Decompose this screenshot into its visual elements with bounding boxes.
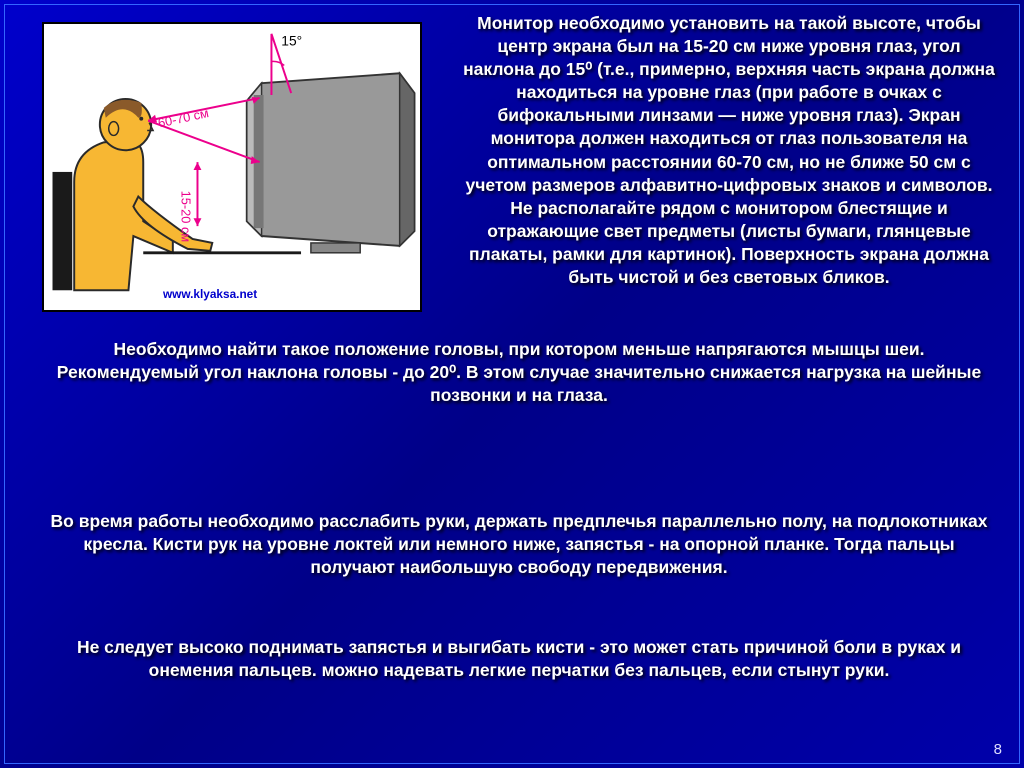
monitor (247, 73, 415, 252)
person-ear (109, 122, 119, 136)
page-number: 8 (994, 741, 1002, 758)
height-arrow-top (194, 162, 202, 170)
angle-label: 15° (281, 34, 302, 49)
distance-label: 60-70 см (157, 105, 211, 130)
height-label: 15-20 см (179, 191, 194, 243)
angle-arc (271, 61, 284, 65)
paragraph-3: Не следует высоко поднимать запястья и в… (40, 636, 998, 682)
height-arrow-bot (194, 218, 202, 226)
ergonomics-diagram: 15° 60-70 см 15-20 см www.klyaksa.net (42, 22, 422, 312)
paragraph-2: Во время работы необходимо расслабить ру… (40, 510, 998, 579)
slide-content: 15° 60-70 см 15-20 см www.klyaksa.net Мо… (0, 0, 1024, 768)
site-label: www.klyaksa.net (162, 287, 257, 301)
chair-back (53, 172, 73, 290)
person-eye (139, 117, 143, 121)
paragraph-overlap: Необходимо найти такое положение головы,… (40, 338, 998, 407)
paragraph-right: Монитор необходимо установить на такой в… (460, 12, 998, 289)
diagram-svg: 15° 60-70 см 15-20 см www.klyaksa.net (44, 24, 420, 310)
